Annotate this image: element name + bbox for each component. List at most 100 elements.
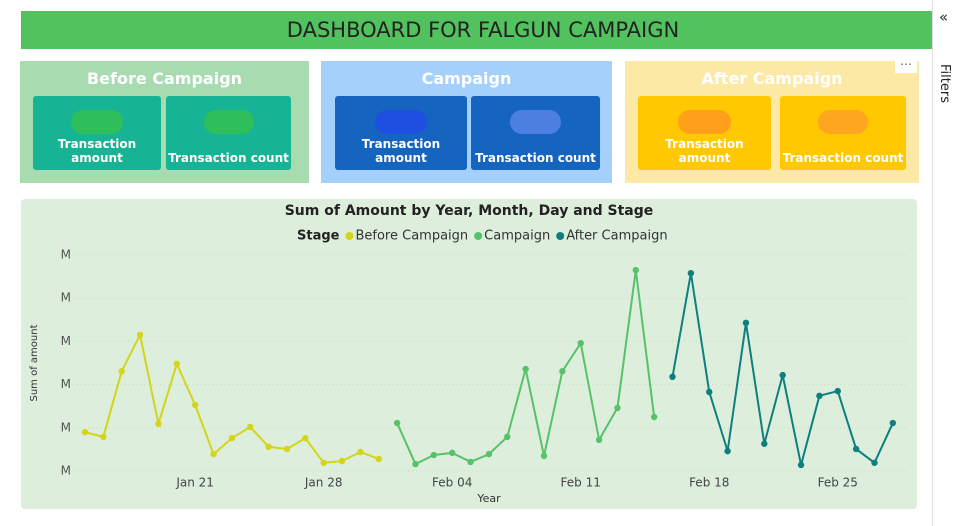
data-point	[834, 387, 841, 395]
legend-label: Before Campaign	[355, 229, 468, 244]
x-tick-label: Jan 21	[175, 476, 214, 490]
redaction	[374, 110, 428, 134]
x-tick-label: Feb 18	[689, 476, 729, 490]
data-point	[816, 392, 823, 400]
kpi-tile: Transaction count	[166, 96, 291, 170]
legend-marker	[474, 232, 483, 240]
y-tick-label: M	[61, 291, 71, 305]
kpi-tile: Transaction count	[471, 96, 600, 170]
data-point	[357, 448, 364, 456]
redaction	[203, 110, 254, 134]
data-point	[320, 459, 327, 466]
legend-label: After Campaign	[566, 229, 667, 244]
data-point	[81, 428, 89, 436]
kpi-tile: Transaction count	[780, 96, 906, 170]
data-point	[669, 373, 676, 381]
data-point	[173, 360, 180, 368]
more-options[interactable]: ⋯	[895, 57, 917, 73]
data-point	[724, 447, 731, 455]
data-point	[191, 401, 199, 409]
data-point	[614, 404, 621, 412]
data-point	[742, 319, 750, 327]
data-point	[100, 433, 107, 441]
data-point	[871, 459, 878, 466]
kpi-tile: Transaction amount	[335, 96, 467, 170]
chart: Sum of Amount by Year, Month, Day and St…	[21, 199, 917, 509]
redaction	[71, 110, 123, 134]
data-point	[522, 365, 529, 373]
kpi-label: Transaction amount	[361, 137, 441, 165]
collapse-icon[interactable]: «	[939, 8, 949, 26]
data-point	[687, 269, 695, 277]
y-tick-label: M	[61, 420, 71, 434]
x-tick-label: Jan 28	[304, 476, 343, 490]
data-point	[797, 461, 805, 469]
data-point	[393, 419, 401, 427]
data-point	[136, 331, 144, 339]
redaction	[677, 110, 732, 134]
data-point	[889, 419, 897, 427]
data-point	[467, 458, 474, 466]
card-panel: Before Campaign Transaction amount Trans…	[20, 61, 309, 183]
data-point	[559, 368, 566, 375]
data-point	[338, 457, 346, 465]
data-point	[283, 445, 291, 453]
data-point	[449, 449, 456, 457]
data-point	[412, 460, 419, 468]
chart-title: Sum of Amount by Year, Month, Day and St…	[285, 203, 654, 219]
filters-label[interactable]: Filters	[937, 64, 952, 103]
data-point	[595, 436, 603, 444]
data-point	[375, 455, 382, 463]
kpi-label: Transaction amount	[665, 137, 744, 165]
chart-background	[21, 199, 917, 509]
redaction	[817, 110, 869, 134]
x-tick-label: Feb 04	[432, 476, 472, 490]
data-point	[577, 339, 584, 347]
data-point	[247, 423, 254, 431]
data-point	[485, 450, 493, 458]
data-point	[265, 443, 272, 451]
legend-label: Campaign	[484, 229, 550, 244]
filters-pane[interactable]: « Filters	[932, 0, 955, 526]
data-point	[706, 388, 713, 396]
card-panel: Campaign Transaction amount Transaction …	[321, 61, 612, 183]
legend-marker	[556, 232, 565, 240]
x-axis-label: Year	[476, 492, 501, 505]
legend-title: Stage	[297, 229, 340, 244]
data-point	[430, 451, 438, 459]
data-point	[779, 371, 786, 379]
y-tick-label: M	[61, 377, 71, 391]
card-panel: After Campaign Transaction amount Transa…	[625, 57, 919, 183]
data-point	[118, 368, 125, 375]
redaction	[509, 110, 562, 134]
y-tick-label: M	[61, 464, 71, 478]
data-point	[650, 413, 658, 421]
data-point	[210, 450, 217, 458]
kpi-label: Transaction count	[168, 151, 289, 165]
x-tick-label: Feb 25	[818, 476, 858, 490]
y-axis-label: Sum of amount	[29, 324, 40, 401]
data-point	[761, 440, 768, 447]
card-title: Before Campaign	[86, 69, 243, 88]
legend: Stage Before Campaign Campaign After Campai…	[297, 229, 668, 244]
card-title: Campaign	[421, 69, 512, 88]
legend-marker	[345, 232, 354, 240]
data-point	[302, 434, 309, 442]
x-tick-label: Feb 11	[561, 476, 601, 490]
y-tick-label: M	[61, 334, 71, 348]
data-point	[228, 434, 236, 442]
card-title: After Campaign	[701, 69, 843, 88]
kpi-label: Transaction amount	[57, 137, 137, 165]
data-point	[540, 452, 548, 460]
y-tick-label: M	[61, 248, 71, 262]
kpi-tile: Transaction amount	[33, 96, 161, 170]
data-point	[852, 445, 860, 453]
dashboard-header: DASHBOARD FOR FALGUN CAMPAIGN	[21, 11, 945, 49]
data-point	[504, 433, 511, 441]
data-point	[632, 266, 639, 274]
kpi-tile: Transaction amount	[638, 96, 771, 170]
kpi-label: Transaction count	[475, 151, 596, 165]
data-point	[155, 420, 162, 428]
kpi-label: Transaction count	[782, 151, 904, 165]
